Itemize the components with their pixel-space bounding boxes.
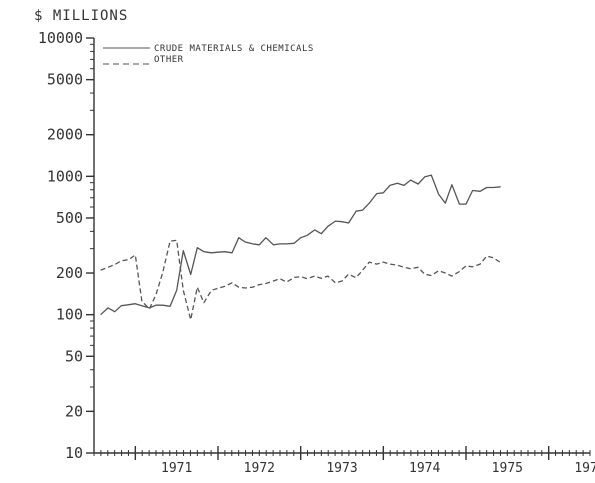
- y-tick-label: 100: [56, 306, 83, 324]
- legend-label-crude: CRUDE MATERIALS & CHEMICALS: [154, 44, 314, 54]
- series-layer: [100, 174, 502, 321]
- x-tick-label: 1972: [244, 461, 275, 476]
- x-tick-label: 1976: [574, 461, 595, 476]
- y-axis-label: $ MILLIONS: [34, 8, 128, 24]
- legend: CRUDE MATERIALS & CHEMICALS OTHER: [103, 44, 314, 65]
- y-tick-label: 1000: [47, 167, 83, 185]
- legend-label-other: OTHER: [154, 55, 184, 65]
- y-tick-label: 10: [65, 444, 83, 462]
- series-line-other: [100, 239, 502, 321]
- x-axis: 1971 1972 1973 1974 1975 1976: [93, 446, 595, 476]
- y-tick-label: 20: [65, 402, 83, 420]
- legend-item-other: OTHER: [103, 55, 184, 65]
- x-tick-label: 1971: [161, 461, 192, 476]
- x-ticks: 1971 1972 1973 1974 1975 1976: [93, 446, 595, 476]
- y-axis: 10 20 50 100 200 500 1000 2000 5000 10000: [38, 29, 95, 462]
- y-tick-label: 200: [56, 264, 83, 282]
- x-tick-label: 1975: [492, 461, 523, 476]
- y-tick-label: 10000: [38, 29, 83, 47]
- y-tick-label: 500: [56, 209, 83, 227]
- legend-item-crude: CRUDE MATERIALS & CHEMICALS: [103, 44, 314, 54]
- x-tick-label: 1974: [409, 461, 440, 476]
- series-line-crude-materials: [100, 174, 501, 316]
- y-tick-label: 5000: [47, 71, 83, 89]
- x-tick-label: 1973: [326, 461, 357, 476]
- y-major-ticks: 10 20 50 100 200 500 1000 2000 5000 10000: [38, 29, 94, 462]
- y-tick-label: 50: [65, 347, 83, 365]
- y-tick-label: 2000: [47, 126, 83, 144]
